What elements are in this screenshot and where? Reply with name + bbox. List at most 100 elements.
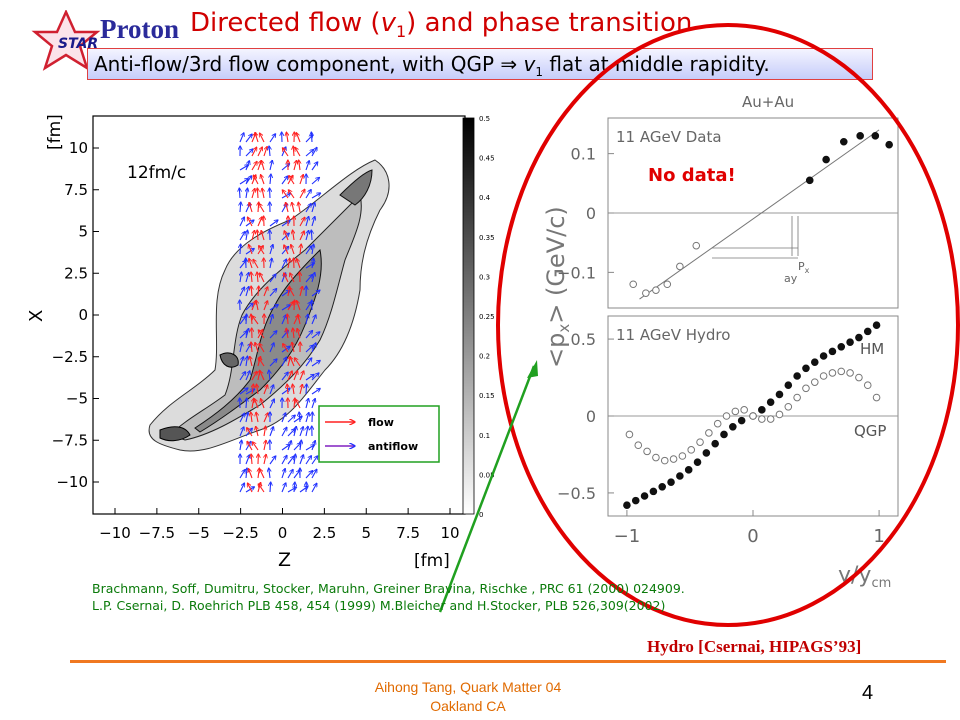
antiflow-arrow (311, 441, 315, 451)
flow-arrow (300, 384, 302, 395)
flow-arrow (259, 343, 265, 353)
antiflow-arrow (311, 373, 319, 381)
antiflow-arrow (239, 372, 245, 381)
x-tick-label: 1 (873, 526, 884, 547)
antiflow-arrow (311, 388, 320, 395)
subtitle-var: v (523, 52, 536, 76)
antiflow-arrow (305, 456, 311, 465)
subtitle-pre: Anti-flow/3rd flow component, with QGP (94, 52, 495, 76)
ay-note: ay (784, 272, 798, 285)
px-note-sub: x (805, 266, 810, 275)
flow-arrow (260, 469, 265, 479)
filled-data-point (872, 321, 881, 330)
flow-arrow (293, 146, 294, 157)
qgp-label: QGP (854, 422, 886, 440)
flow-field-plot: 12fm/c [fm] X 10 7.5 5 2.5 0 −2.5 −5 −7.5 −10 −1… (26, 114, 495, 570)
open-data-point (660, 456, 669, 465)
antiflow-arrow (239, 388, 248, 395)
flow-arrow (257, 188, 258, 199)
flow-arrow (289, 176, 295, 185)
data-panel: 11 AGeV Data 0.1 0 −0.1 (557, 117, 899, 309)
antiflow-arrow (239, 188, 240, 199)
flow-arrow (295, 399, 301, 409)
antiflow-arrow (269, 468, 270, 479)
colorbar-tick-label: 0.35 (479, 234, 495, 242)
antiflow-arrow (239, 179, 248, 185)
antiflow-arrow (311, 343, 316, 353)
y-tick-label: 0 (586, 204, 596, 223)
antiflow-arrow (299, 486, 308, 493)
antiflow-arrow (269, 385, 274, 395)
antiflow-arrow (246, 356, 247, 367)
antiflow-arrow (306, 398, 309, 409)
flow-arrow (282, 190, 289, 199)
antiflow-arrow (306, 314, 308, 325)
flow-arrow (287, 314, 288, 325)
filled-data-point (702, 449, 711, 457)
antiflow-arrow (287, 415, 295, 423)
antiflow-arrow (269, 399, 274, 409)
antiflow-arrow (239, 231, 245, 241)
colorbar-tick-label: 0.15 (479, 392, 495, 400)
open-data-point (828, 369, 837, 377)
no-data-label: No data! (648, 165, 736, 186)
flow-arrow (256, 426, 258, 437)
antiflow-arrow (281, 388, 290, 395)
title-var: v (380, 8, 396, 38)
y-tick-labels: 10 7.5 5 2.5 0 −2.5 −5 −7.5 −10 (52, 139, 99, 491)
px-rapidity-plot: Au+Au <px> (GeV/c) 11 AGeV Data0.10−0.1 … (542, 93, 899, 588)
ylabel-main: <p (542, 333, 570, 368)
antiflow-arrow (312, 244, 314, 255)
flow-arrow (261, 230, 265, 241)
antiflow-arrow (246, 412, 248, 423)
flow-arrow (260, 371, 265, 381)
antiflow-arrow (311, 230, 312, 241)
antiflow-arrow (240, 342, 242, 353)
flow-arrow (253, 175, 259, 185)
antiflow-arrow (305, 189, 311, 199)
flow-arrow (263, 413, 268, 423)
antiflow-arrow (281, 469, 285, 479)
antiflow-arrow (240, 202, 241, 213)
antiflow-arrow (269, 304, 278, 311)
filled-data-point (737, 416, 746, 425)
flow-arrow (256, 300, 258, 311)
antiflow-arrow (293, 416, 302, 423)
flow-arrow (294, 300, 295, 311)
antiflow-arrow (305, 216, 309, 227)
antiflow-arrow (245, 149, 253, 157)
antiflow-arrow (269, 146, 270, 157)
filled-data-point (720, 430, 728, 439)
open-data-point (676, 262, 684, 271)
antiflow-arrow (281, 233, 289, 241)
antiflow-arrow (281, 305, 291, 311)
antiflow-arrow (245, 176, 252, 185)
antiflow-arrow (294, 482, 295, 493)
flow-arrow (251, 161, 257, 171)
antiflow-arrow (305, 246, 312, 255)
flow-arrow (299, 189, 305, 199)
antiflow-arrow (239, 287, 245, 297)
flow-arrow (282, 148, 289, 157)
antiflow-arrow (311, 202, 315, 213)
flow-arrow (247, 217, 253, 227)
references: Brachmann, Soff, Dumitru, Stocker, Maruh… (92, 580, 685, 614)
flow-arrow (300, 244, 301, 255)
flow-arrow (299, 231, 304, 241)
flow-arrow (251, 412, 252, 423)
flow-arrow (248, 469, 253, 479)
open-data-point (687, 446, 696, 454)
flow-arrow (251, 272, 252, 283)
flow-arrow (259, 203, 265, 213)
flow-arrow (248, 483, 253, 493)
y-tick-label: 10 (69, 139, 88, 157)
filled-data-point (684, 466, 693, 474)
y-axis-label: X (26, 310, 47, 322)
antiflow-arrow (269, 314, 273, 325)
flow-arrow (263, 147, 267, 157)
filled-data-point (631, 496, 640, 505)
antiflow-arrow (281, 176, 288, 185)
flow-arrow (287, 384, 288, 395)
antiflow-arrow (269, 244, 273, 255)
colorbar-tick-label: 0.4 (479, 194, 491, 202)
